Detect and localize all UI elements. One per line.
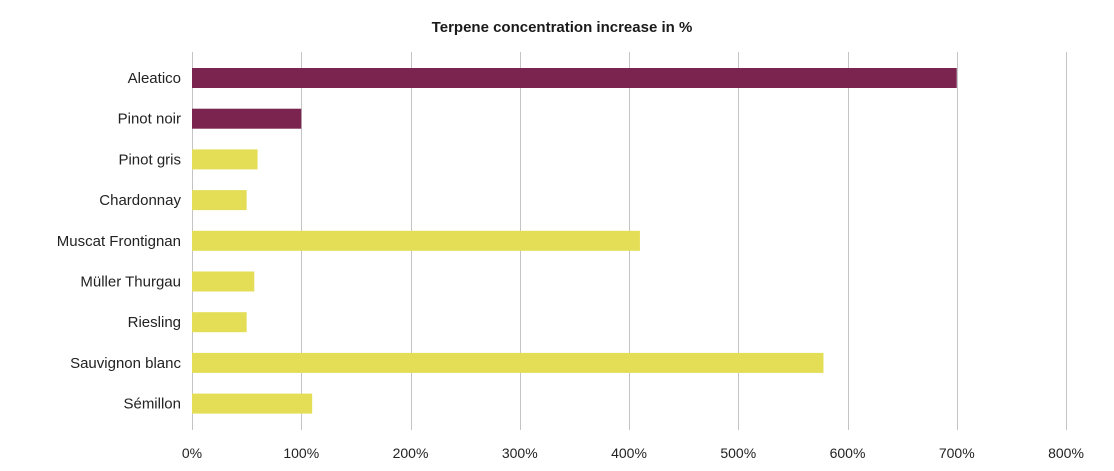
bar-riesling <box>192 312 247 333</box>
x-tick-label: 700% <box>939 445 975 461</box>
x-tick-label: 400% <box>611 445 647 461</box>
category-label: Pinot gris <box>118 151 181 168</box>
category-labels: Aleatico Pinot noir Pinot gris Chardonnay Mu… <box>57 70 182 413</box>
bar-chardonnay <box>192 190 247 211</box>
bar-muscat-frontignan <box>192 230 640 251</box>
bar-pinot-gris <box>192 149 258 170</box>
category-label: Pinot noir <box>118 111 181 128</box>
x-tick-label: 100% <box>283 445 319 461</box>
x-tick-labels: 0% 100% 200% 300% 400% 500% 600% 700% 800% <box>182 445 1084 461</box>
category-label: Muscat Frontignan <box>57 233 181 250</box>
x-tick-label: 0% <box>182 445 202 461</box>
chart-title: Terpene concentration increase in % <box>432 19 693 36</box>
x-tick-label: 200% <box>393 445 429 461</box>
bar-sauvignon-blanc <box>192 352 824 373</box>
bars <box>192 68 957 414</box>
bar-pinot-noir <box>192 108 302 129</box>
bar-s-millon <box>192 393 313 414</box>
category-label: Aleatico <box>128 70 181 87</box>
x-tick-label: 800% <box>1048 445 1084 461</box>
category-label: Müller Thurgau <box>80 274 181 291</box>
category-label: Chardonnay <box>99 192 181 209</box>
category-label: Riesling <box>128 314 181 331</box>
x-tick-label: 600% <box>830 445 866 461</box>
bar-aleatico <box>192 68 957 88</box>
x-tick-label: 300% <box>502 445 538 461</box>
bar-m-ller-thurgau <box>192 271 255 292</box>
category-label: Sémillon <box>123 396 181 413</box>
x-tick-label: 500% <box>720 445 756 461</box>
category-label: Sauvignon blanc <box>70 355 181 372</box>
